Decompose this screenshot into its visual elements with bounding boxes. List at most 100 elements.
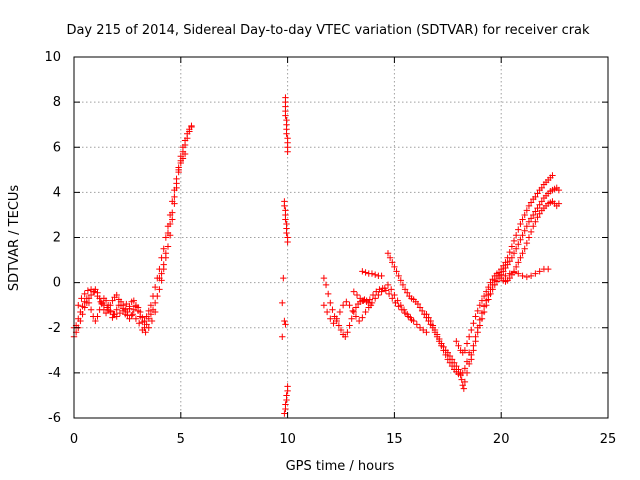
data-point <box>384 250 392 257</box>
data-point <box>465 333 473 340</box>
data-point <box>346 322 353 329</box>
data-point <box>392 299 399 307</box>
data-point <box>519 232 526 239</box>
data-point <box>359 268 366 275</box>
data-point <box>512 232 520 239</box>
data-point <box>145 324 152 331</box>
data-point <box>160 261 167 268</box>
data-point <box>534 190 541 197</box>
data-point <box>337 326 345 334</box>
data-point <box>177 159 184 167</box>
data-point <box>538 184 545 192</box>
data-point <box>94 313 101 320</box>
data-point <box>179 144 187 151</box>
data-point <box>139 326 146 334</box>
data-point <box>420 326 427 334</box>
data-point <box>145 307 152 315</box>
data-point <box>508 254 516 262</box>
data-point <box>459 382 466 389</box>
data-point <box>360 297 367 304</box>
data-point <box>502 272 509 280</box>
data-point <box>110 311 117 318</box>
data-point <box>158 270 165 277</box>
data-point <box>536 210 543 218</box>
data-point <box>527 215 535 222</box>
data-point <box>391 263 398 271</box>
data-point <box>284 387 291 395</box>
data-point <box>508 243 516 250</box>
data-point <box>323 308 331 316</box>
data-point <box>353 291 361 299</box>
data-point <box>386 254 394 262</box>
data-point <box>322 281 330 289</box>
data-point <box>169 198 176 205</box>
data-point <box>418 307 426 315</box>
data-point <box>536 201 543 208</box>
data-point <box>474 329 481 336</box>
data-point <box>500 268 507 275</box>
data-point <box>463 340 471 347</box>
data-point <box>148 317 156 325</box>
data-point <box>555 200 563 207</box>
data-point <box>363 298 370 306</box>
data-point <box>365 304 372 311</box>
data-point <box>143 321 150 328</box>
data-point <box>416 324 424 331</box>
data-point <box>352 304 360 311</box>
data-point <box>395 272 402 280</box>
data-point <box>463 369 471 377</box>
data-point <box>362 269 369 276</box>
y-tick-label: 2 <box>53 231 61 246</box>
data-point <box>455 342 462 349</box>
data-point <box>530 211 537 219</box>
data-point <box>75 315 82 322</box>
data-point <box>404 289 411 296</box>
data-point <box>385 290 393 298</box>
data-point <box>279 333 286 340</box>
data-point <box>100 301 108 309</box>
data-point <box>369 291 377 299</box>
data-point <box>515 270 522 277</box>
data-point <box>384 281 392 289</box>
data-point <box>151 283 159 291</box>
data-point <box>169 209 176 216</box>
data-point <box>534 213 541 221</box>
data-point <box>538 198 545 205</box>
data-point <box>371 295 379 302</box>
data-point <box>483 301 490 309</box>
data-point <box>510 237 518 245</box>
data-point <box>429 322 437 329</box>
data-point <box>333 315 340 322</box>
data-point <box>523 273 531 281</box>
data-point <box>515 226 522 233</box>
data-point <box>382 287 390 294</box>
data-point <box>399 281 407 289</box>
data-point <box>85 299 93 307</box>
data-point <box>440 343 447 351</box>
data-point <box>346 301 353 309</box>
y-tick-label: 0 <box>53 276 61 291</box>
data-point <box>327 299 334 307</box>
data-point <box>357 295 364 302</box>
data-point <box>373 288 380 295</box>
data-point <box>527 199 535 206</box>
data-point <box>483 288 490 295</box>
data-point <box>282 216 289 223</box>
data-point <box>147 311 155 318</box>
data-point <box>453 338 460 345</box>
data-point <box>320 274 328 282</box>
data-point <box>283 396 290 404</box>
axis-ticks <box>73 56 609 419</box>
data-point <box>532 270 539 277</box>
data-point <box>489 286 496 293</box>
data-point <box>158 254 165 262</box>
data-point <box>279 299 286 307</box>
data-point <box>525 202 533 210</box>
data-point <box>502 264 509 272</box>
data-point <box>156 265 163 273</box>
data-point <box>472 313 479 320</box>
data-point <box>544 265 552 273</box>
data-point <box>525 234 533 241</box>
data-point <box>102 297 110 304</box>
data-point <box>489 276 496 283</box>
